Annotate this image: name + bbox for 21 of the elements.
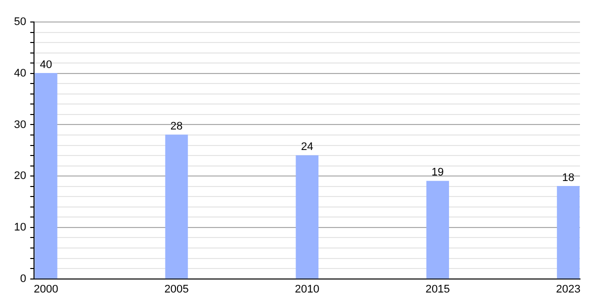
- x-tick-label: 2010: [294, 283, 320, 296]
- data-label: 40: [40, 58, 52, 71]
- bar: [556, 186, 580, 279]
- data-label: 24: [300, 141, 314, 154]
- data-label: 28: [170, 120, 183, 133]
- y-tick-label: 50: [14, 16, 26, 28]
- y-tick-label: 0: [20, 272, 26, 285]
- y-tick-label: 30: [14, 118, 26, 131]
- y-tick-label: 20: [14, 170, 26, 182]
- y-tick-label: 10: [14, 221, 26, 234]
- x-tick-label: 2000: [34, 283, 58, 296]
- x-tick-label: 2005: [164, 283, 189, 296]
- bar: [296, 155, 318, 279]
- bar: [426, 180, 450, 279]
- x-tick-label: 2023: [556, 283, 580, 296]
- data-label: 18: [562, 172, 574, 184]
- y-tick-label: 40: [14, 67, 26, 80]
- data-label: 19: [432, 166, 444, 179]
- bar: [34, 73, 58, 279]
- bar: [165, 134, 188, 279]
- x-tick-label: 2015: [425, 283, 450, 296]
